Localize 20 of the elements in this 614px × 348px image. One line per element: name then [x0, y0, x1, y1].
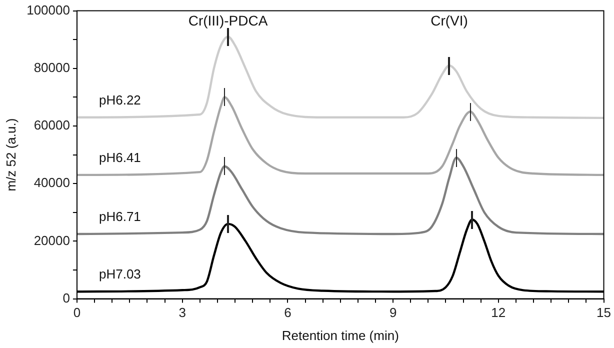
y-tick-label: 80000	[34, 60, 70, 75]
series-label: pH6.71	[98, 209, 141, 224]
x-tick-label: 6	[284, 305, 292, 320]
x-tick-label: 9	[389, 305, 397, 320]
y-tick-label: 40000	[34, 175, 70, 190]
y-tick-label: 60000	[34, 118, 70, 133]
series-label: pH6.41	[98, 150, 141, 166]
series-label: pH6.22	[98, 92, 141, 108]
x-tick-label: 3	[178, 305, 186, 320]
x-tick-label: 12	[491, 305, 506, 320]
annotation: Cr(III)-PDCA	[188, 12, 268, 29]
annotation: Cr(VI)	[430, 12, 468, 29]
y-axis-title: m/z 52 (a.u.)	[3, 118, 18, 192]
y-tick-label: 100000	[26, 2, 70, 18]
y-tick-label: 20000	[34, 232, 70, 248]
x-tick-label: 0	[73, 305, 81, 320]
x-tick-label: 15	[596, 305, 612, 320]
x-axis-title: Retention time (min)	[282, 328, 399, 343]
series-label: pH7.03	[98, 266, 141, 282]
y-tick-label: 0	[62, 290, 70, 306]
